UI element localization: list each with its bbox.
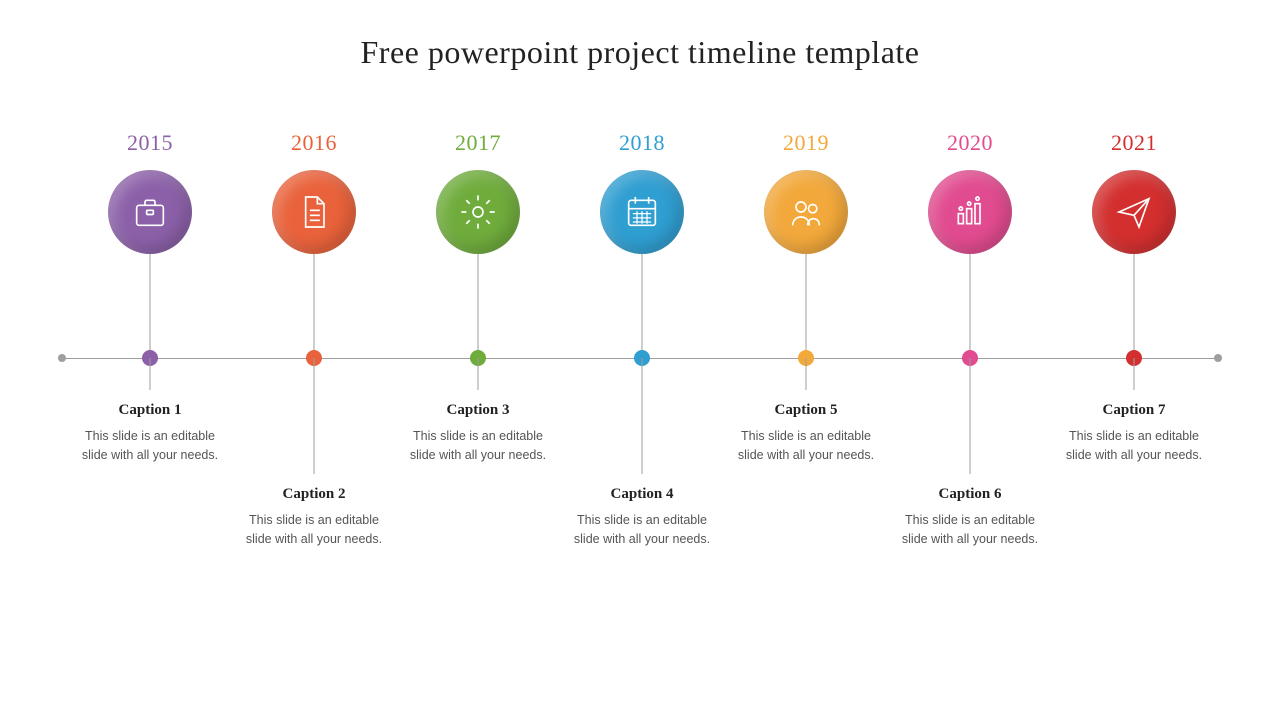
- timeline-item-6: 2021: [1059, 130, 1209, 254]
- connector-upper: [1134, 254, 1135, 358]
- caption-body: This slide is an editable slide with all…: [731, 427, 881, 465]
- caption-block: Caption 1 This slide is an editable slide…: [75, 402, 225, 465]
- caption-title: Caption 2: [239, 486, 389, 503]
- year-label: 2017: [403, 130, 553, 156]
- connector-lower: [150, 358, 151, 390]
- connector-upper: [970, 254, 971, 358]
- connector-upper: [314, 254, 315, 358]
- connector-lower: [1134, 358, 1135, 390]
- year-label: 2020: [895, 130, 1045, 156]
- paperplane-icon: [1092, 170, 1176, 254]
- caption-block: Caption 2 This slide is an editable slide…: [239, 486, 389, 549]
- caption-title: Caption 3: [403, 402, 553, 419]
- calendar-icon: [600, 170, 684, 254]
- connector-upper: [478, 254, 479, 358]
- caption-block: Caption 6 This slide is an editable slide…: [895, 486, 1045, 549]
- connector-lower: [806, 358, 807, 390]
- year-label: 2015: [75, 130, 225, 156]
- timeline-item-1: 2016: [239, 130, 389, 254]
- axis-endpoint-left: [58, 354, 66, 362]
- caption-body: This slide is an editable slide with all…: [403, 427, 553, 465]
- connector-lower: [970, 358, 971, 474]
- gear-icon: [436, 170, 520, 254]
- connector-upper: [150, 254, 151, 358]
- caption-block: Caption 4 This slide is an editable slide…: [567, 486, 717, 549]
- year-label: 2021: [1059, 130, 1209, 156]
- connector-upper: [806, 254, 807, 358]
- timeline-stage: 2015 Caption 1 This slide is an editable s…: [0, 130, 1280, 650]
- people-icon: [764, 170, 848, 254]
- caption-block: Caption 5 This slide is an editable slide…: [731, 402, 881, 465]
- caption-title: Caption 5: [731, 402, 881, 419]
- caption-body: This slide is an editable slide with all…: [567, 511, 717, 549]
- caption-body: This slide is an editable slide with all…: [75, 427, 225, 465]
- timeline-item-2: 2017: [403, 130, 553, 254]
- caption-block: Caption 3 This slide is an editable slide…: [403, 402, 553, 465]
- caption-body: This slide is an editable slide with all…: [239, 511, 389, 549]
- connector-upper: [642, 254, 643, 358]
- caption-title: Caption 1: [75, 402, 225, 419]
- caption-title: Caption 4: [567, 486, 717, 503]
- caption-block: Caption 7 This slide is an editable slide…: [1059, 402, 1209, 465]
- slide-title: Free powerpoint project timeline templat…: [0, 0, 1280, 71]
- caption-title: Caption 7: [1059, 402, 1209, 419]
- briefcase-icon: [108, 170, 192, 254]
- year-label: 2018: [567, 130, 717, 156]
- year-label: 2019: [731, 130, 881, 156]
- document-icon: [272, 170, 356, 254]
- caption-title: Caption 6: [895, 486, 1045, 503]
- axis-endpoint-right: [1214, 354, 1222, 362]
- year-label: 2016: [239, 130, 389, 156]
- timeline-item-4: 2019: [731, 130, 881, 254]
- connector-lower: [642, 358, 643, 474]
- timeline-item-0: 2015: [75, 130, 225, 254]
- caption-body: This slide is an editable slide with all…: [895, 511, 1045, 549]
- connector-lower: [314, 358, 315, 474]
- bars-icon: [928, 170, 1012, 254]
- timeline-item-5: 2020: [895, 130, 1045, 254]
- timeline-item-3: 2018: [567, 130, 717, 254]
- caption-body: This slide is an editable slide with all…: [1059, 427, 1209, 465]
- connector-lower: [478, 358, 479, 390]
